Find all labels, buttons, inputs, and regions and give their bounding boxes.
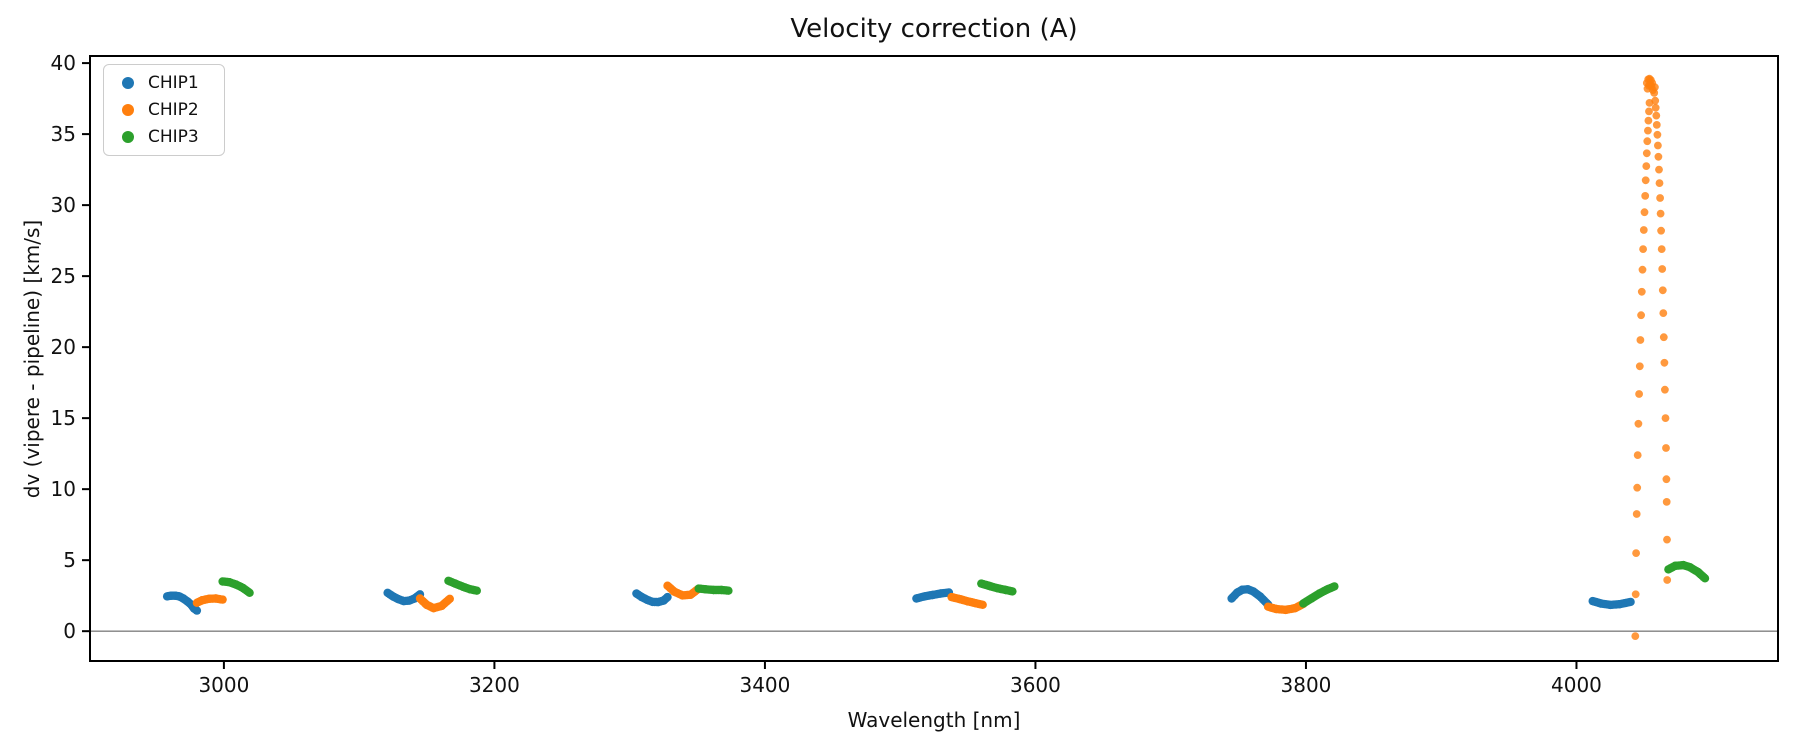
data-point <box>724 586 733 595</box>
x-tick-label: 3800 <box>1281 673 1332 697</box>
data-point <box>1661 414 1670 422</box>
data-point <box>1656 194 1664 202</box>
data-point <box>1659 333 1668 342</box>
data-point <box>1663 576 1672 584</box>
data-point <box>1660 358 1669 367</box>
x-axis-label: Wavelength [nm] <box>847 708 1021 732</box>
y-tick-label: 15 <box>51 406 76 430</box>
data-point <box>192 606 202 615</box>
y-tick-label: 0 <box>63 619 76 643</box>
x-tick-label: 3400 <box>739 673 790 697</box>
data-point <box>1638 265 1647 274</box>
data-point <box>1635 362 1644 371</box>
data-point <box>1633 483 1642 492</box>
legend-label-chip3: CHIP3 <box>148 126 199 147</box>
x-tick-label: 3000 <box>198 673 249 697</box>
data-point <box>1634 419 1643 428</box>
data-point <box>1637 311 1645 320</box>
y-tick-label: 10 <box>51 477 76 501</box>
data-point <box>472 586 481 595</box>
data-point <box>1662 444 1670 452</box>
data-point <box>1662 475 1671 484</box>
data-point <box>1639 226 1648 234</box>
data-point <box>1659 309 1668 317</box>
data-point <box>1653 130 1662 139</box>
data-point <box>663 592 672 602</box>
data-point <box>1639 245 1647 254</box>
legend-dot-chip2-icon <box>122 104 134 116</box>
data-point <box>1640 208 1649 217</box>
data-point <box>1641 192 1650 200</box>
series-chip1 <box>162 585 1635 615</box>
data-point <box>1656 209 1665 218</box>
data-point <box>1632 549 1640 557</box>
y-tick-label: 30 <box>51 193 76 217</box>
data-point <box>1330 582 1339 591</box>
data-point <box>1643 137 1652 146</box>
data-point <box>1655 179 1664 188</box>
data-point <box>445 594 454 603</box>
data-point <box>1636 336 1645 344</box>
y-axis-label: dv (vipere - pipeline) [km/s] <box>20 219 44 499</box>
series-points <box>162 74 1710 640</box>
y-tick-label: 5 <box>63 548 76 572</box>
data-point <box>1631 632 1640 640</box>
data-point <box>978 600 987 609</box>
data-point <box>245 588 254 597</box>
legend-dot-chip3-icon <box>122 131 134 143</box>
data-point <box>1654 141 1662 150</box>
data-point <box>1654 152 1663 161</box>
data-point <box>1633 451 1642 459</box>
legend-label-chip1: CHIP1 <box>148 72 199 93</box>
data-point <box>1658 286 1667 295</box>
data-point <box>1626 597 1635 607</box>
legend-item-chip1: CHIP1 <box>114 73 214 93</box>
data-point <box>1642 162 1651 171</box>
series-chip2 <box>192 74 1672 640</box>
data-point <box>1644 126 1652 135</box>
data-point <box>1658 265 1667 273</box>
data-point <box>1655 165 1663 174</box>
data-point <box>1662 498 1671 506</box>
legend: CHIP1 CHIP2 CHIP3 <box>103 64 225 156</box>
data-point <box>218 595 227 604</box>
data-point <box>1008 587 1017 596</box>
y-tick-label: 35 <box>51 122 76 146</box>
y-tick-label: 40 <box>51 51 76 75</box>
data-point <box>1641 176 1650 185</box>
data-point <box>1657 226 1665 235</box>
series-chip3 <box>218 560 1710 608</box>
data-point <box>1644 116 1653 125</box>
y-tick-label: 25 <box>51 264 76 288</box>
data-point <box>1657 245 1666 254</box>
x-tick-label: 4000 <box>1551 673 1602 697</box>
data-point <box>1651 83 1659 92</box>
data-point <box>1631 590 1640 599</box>
legend-dot-chip1-icon <box>122 77 134 89</box>
data-point <box>1652 111 1661 120</box>
data-point <box>1642 149 1651 158</box>
data-point <box>1650 89 1659 97</box>
data-point <box>1635 390 1643 398</box>
data-point <box>1652 121 1661 129</box>
data-point <box>1637 287 1646 296</box>
data-point <box>1700 574 1710 583</box>
axes-spines <box>89 55 1779 662</box>
x-tick-label: 3200 <box>469 673 520 697</box>
data-point <box>1632 510 1641 518</box>
y-tick-label: 20 <box>51 335 76 359</box>
data-point <box>1645 107 1653 116</box>
data-point <box>1661 385 1669 394</box>
legend-label-chip2: CHIP2 <box>148 99 199 120</box>
chart-title: Velocity correction (A) <box>790 14 1078 44</box>
legend-item-chip3: CHIP3 <box>114 127 214 147</box>
data-point <box>1663 535 1671 544</box>
legend-item-chip2: CHIP2 <box>114 100 214 120</box>
x-tick-label: 3600 <box>1010 673 1061 697</box>
data-point <box>1651 96 1660 105</box>
data-point <box>1651 103 1660 112</box>
